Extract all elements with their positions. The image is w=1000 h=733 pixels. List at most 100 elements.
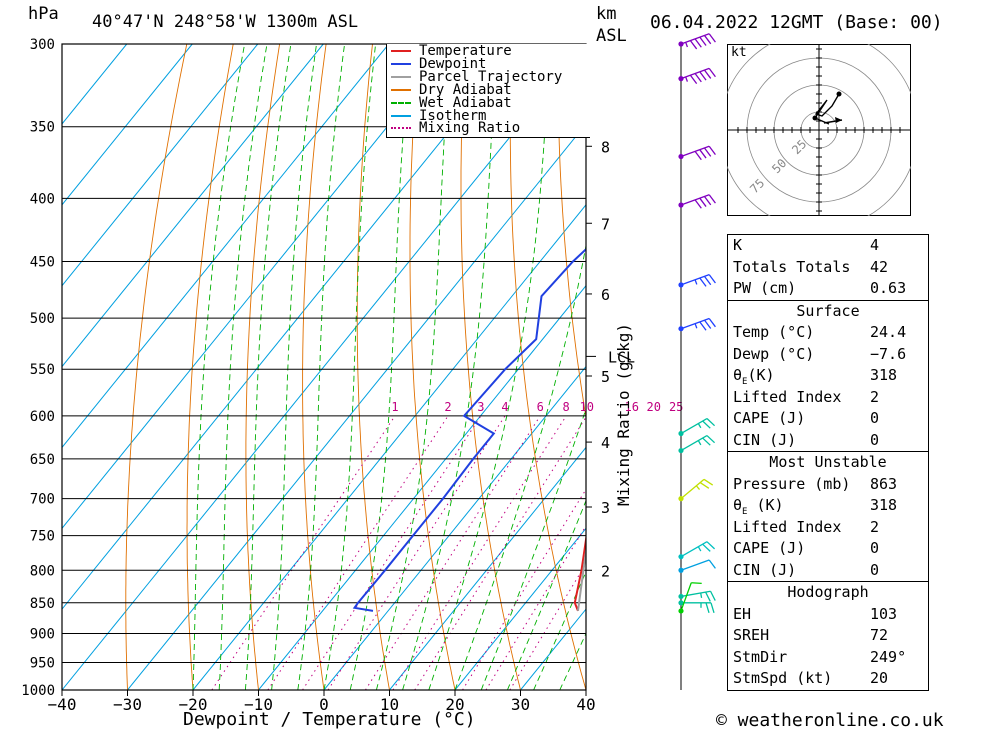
legend-entry: Dry Adiabat	[391, 83, 512, 97]
isotherm-line	[62, 44, 521, 610]
mixing-ratio-axis-title: Mixing Ratio (g/kg)	[614, 322, 633, 506]
wind-barb-flag	[708, 67, 716, 78]
pressure-tick-label: 800	[30, 563, 55, 579]
x-tick-label: −20	[179, 695, 208, 714]
dewpoint-profile-line	[352, 247, 586, 612]
wind-barb-flag	[699, 71, 707, 81]
km-tick-label: 8	[601, 138, 610, 156]
wind-barb-dot	[678, 600, 684, 606]
index-label: Totals Totals	[733, 257, 851, 276]
most-unstable-title: Most Unstable	[769, 453, 887, 471]
wind-barb-flag	[703, 478, 714, 486]
legend-label: Dewpoint	[419, 55, 487, 72]
most-unstable-value: 0	[870, 539, 880, 557]
km-tick-label: 5	[601, 368, 610, 386]
hodograph-param-row: StmDir 249°	[728, 647, 928, 669]
hodograph-param-row: EH 103	[728, 604, 928, 626]
wind-barb-dot	[678, 153, 684, 160]
wind-barb-flag	[694, 38, 702, 48]
mixing-ratio-line	[302, 415, 482, 690]
dry-adiabat-line	[557, 44, 586, 420]
wind-barb-half-flag	[697, 423, 702, 429]
index-label: PW (cm)	[733, 279, 797, 297]
surface-row: Temp (°C) 24.4	[728, 322, 928, 344]
wind-barb-flag	[702, 543, 711, 552]
pressure-tick-label: 300	[30, 37, 55, 53]
mixing-ratio-label: 4	[501, 400, 508, 414]
legend-entry: Parcel Trajectory	[391, 68, 563, 85]
wind-barb-flag	[708, 559, 716, 569]
dry-adiabat-line	[930, 44, 1000, 690]
index-value: 0.63	[870, 279, 907, 297]
surface-label: θE(K)	[733, 366, 775, 387]
mixing-ratio-line	[327, 415, 506, 690]
wind-barb-flag	[703, 35, 712, 45]
hodograph-param-label: EH	[733, 604, 752, 623]
surface-value: 0	[870, 409, 880, 427]
pressure-tick-label: 550	[30, 362, 55, 378]
legend-label: Mixing Ratio	[419, 120, 521, 137]
wind-barb-flag	[708, 194, 716, 204]
wind-barb-half-flag	[694, 279, 698, 285]
legend-label: Parcel Trajectory	[419, 68, 563, 85]
pressure-tick-label: 950	[30, 655, 55, 671]
legend-swatch	[391, 62, 411, 65]
wind-barb-dot	[678, 447, 684, 454]
temperature-profile-line	[573, 533, 586, 612]
wind-barb-flag	[703, 69, 712, 79]
wind-barb-flag	[703, 147, 712, 157]
wind-barb-flag	[689, 74, 698, 84]
hodograph-title: Hodograph	[787, 583, 869, 601]
index-row: PW (cm) 0.63	[728, 278, 928, 300]
wind-barb-half-flag	[694, 323, 698, 329]
mixing-ratio-label: 1	[391, 400, 398, 414]
wet-adiabat-line	[323, 44, 377, 690]
surface-label: Lifted Index	[733, 387, 842, 406]
pressure-tick-label: 900	[30, 626, 55, 642]
wind-barb-flag	[694, 151, 702, 161]
surface-value: 0	[870, 430, 880, 449]
most-unstable-row: CIN (J) 0	[728, 560, 928, 582]
legend-label: Temperature	[419, 43, 512, 59]
index-value: 42	[870, 257, 889, 276]
wind-barb-shaft	[680, 478, 705, 500]
wet-adiabat-line	[533, 570, 586, 690]
wet-adiabat-line	[402, 44, 498, 690]
x-tick-label: −40	[48, 695, 77, 714]
most-unstable-value: 863	[870, 474, 898, 493]
hodograph-param-value: 103	[870, 604, 898, 623]
legend-swatch	[391, 75, 411, 78]
parameter-table: K 4 Totals Totals 42 PW (cm) 0.63 Surface Tem…	[727, 234, 929, 691]
isotherm-line	[62, 44, 128, 125]
pressure-tick-label: 350	[30, 120, 55, 136]
location-title: 40°47'N 248°58'W 1300m ASL	[92, 12, 359, 32]
dry-adiabat-line	[460, 44, 521, 690]
wind-barb-dot	[678, 76, 684, 82]
wind-barb-flag	[708, 274, 716, 284]
mixing-ratio-label: 8	[563, 400, 570, 414]
most-unstable-row: Pressure (mb) 863	[728, 474, 928, 496]
legend-swatch	[391, 88, 411, 91]
wind-barb-dot	[678, 496, 684, 502]
indices-section: K 4 Totals Totals 42 PW (cm) 0.63	[728, 235, 928, 300]
isotherm-line	[389, 446, 586, 690]
isotherm-line	[62, 44, 390, 449]
wind-barb-dot	[678, 326, 684, 332]
isotherm-line	[62, 44, 455, 530]
copyright-text: © weatheronline.co.uk	[716, 710, 944, 731]
surface-value: −7.6	[870, 344, 907, 363]
isotherm-line	[454, 527, 586, 690]
wind-barb-half-flag	[685, 42, 689, 48]
wind-barb-flag	[703, 275, 712, 286]
most-unstable-label: Pressure (mb)	[733, 474, 851, 493]
hodograph-param-value: 20	[870, 669, 889, 687]
surface-title: Surface	[796, 301, 860, 320]
legend-label: Isotherm	[419, 107, 487, 124]
wet-adiabat-line	[480, 407, 586, 690]
wet-adiabat-line	[297, 44, 346, 690]
asl-label: ASL	[596, 26, 627, 46]
pressure-tick-label: 400	[30, 191, 55, 207]
x-tick-label: −10	[244, 695, 273, 714]
surface-label: CIN (J)	[733, 430, 797, 449]
